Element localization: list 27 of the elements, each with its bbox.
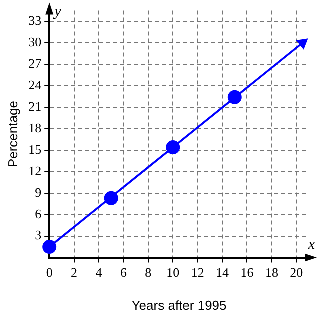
y-tick-label: 24 [28,77,42,92]
y-tick-label: 27 [28,56,42,71]
y-tick-label: 3 [35,228,42,243]
y-tick-label: 12 [28,163,42,178]
x-axis-title: Years after 1995 [132,298,227,313]
x-tick-label: 2 [71,265,78,280]
y-tick-label: 21 [28,98,42,114]
y-tick-label: 6 [35,206,42,222]
x-tick-label: 20 [290,265,304,280]
x-tick-label: 10 [166,265,180,280]
x-tick-label: 16 [240,265,254,280]
y-tick-label: 33 [28,12,42,28]
y-tick-label: 15 [28,142,42,157]
x-tick-label: 8 [145,265,152,280]
y-axis-title: Percentage [5,101,20,168]
x-tick-label: 12 [191,265,204,280]
x-tick-label: 4 [96,265,103,280]
x-tick-label: 6 [120,265,128,280]
y-tick-label: 9 [35,184,42,200]
y-tick-label: 18 [28,120,42,136]
x-tick-label: 0 [46,265,53,280]
x-tick-label: 14 [216,265,230,280]
x-tick-label: 18 [265,265,278,280]
y-tick-label: 30 [28,34,42,50]
point [42,240,57,254]
annotation: x [307,237,316,254]
annotation: y [52,4,62,20]
